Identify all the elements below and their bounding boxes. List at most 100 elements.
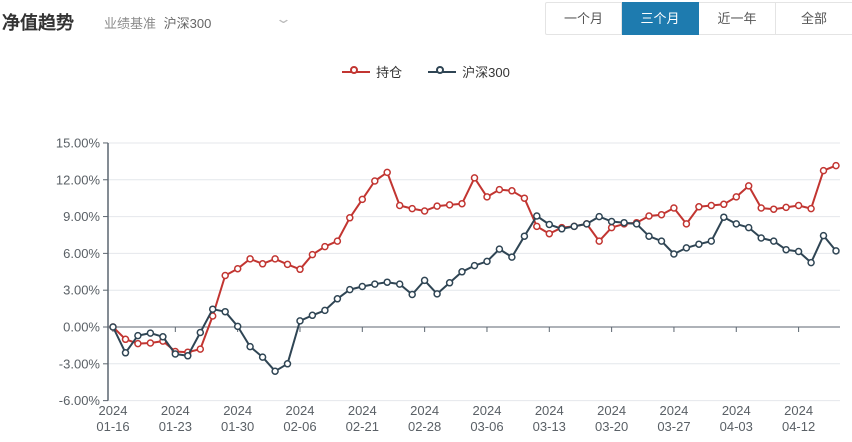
data-point-marker[interactable] [695,240,703,248]
data-point-marker[interactable] [346,214,354,222]
data-point-marker[interactable] [682,220,691,228]
data-point-marker[interactable] [371,177,379,185]
tab-one-year[interactable]: 近一年 [699,2,776,35]
data-point-marker[interactable] [383,168,391,177]
data-point-marker[interactable] [732,193,741,201]
data-point-marker[interactable] [807,258,815,267]
data-point-marker[interactable] [707,237,716,245]
data-point-marker[interactable] [558,225,566,233]
legend-item-benchmark[interactable]: 沪深300 [428,62,510,81]
data-point-marker[interactable] [744,182,753,190]
data-point-marker[interactable] [159,333,167,341]
data-point-marker[interactable] [308,311,317,320]
data-point-marker[interactable] [670,250,678,258]
data-point-marker[interactable] [346,285,354,294]
data-point-marker[interactable] [371,280,379,288]
tab-one-month[interactable]: 一个月 [545,2,622,35]
data-point-marker[interactable] [246,255,254,263]
data-point-marker[interactable] [233,264,242,273]
data-point-marker[interactable] [545,220,554,229]
data-point-marker[interactable] [570,222,578,231]
data-point-marker[interactable] [246,342,254,351]
data-point-marker[interactable] [794,201,803,210]
data-point-marker[interactable] [146,329,155,337]
data-point-marker[interactable] [458,268,466,276]
data-point-marker[interactable] [408,204,416,213]
data-point-marker[interactable] [720,200,728,209]
data-point-marker[interactable] [645,212,653,220]
data-point-marker[interactable] [470,174,479,182]
legend-item-holding[interactable]: 持仓 [342,62,402,81]
data-point-marker[interactable] [707,201,716,210]
data-point-marker[interactable] [533,222,541,231]
data-point-marker[interactable] [445,279,454,287]
data-point-marker[interactable] [121,335,130,344]
data-point-marker[interactable] [196,328,205,337]
data-point-marker[interactable] [807,204,815,213]
data-point-marker[interactable] [607,223,616,232]
data-point-marker[interactable] [632,220,641,228]
data-point-marker[interactable] [495,185,504,194]
data-point-marker[interactable] [744,223,753,232]
data-point-marker[interactable] [271,255,279,263]
data-point-marker[interactable] [595,237,603,245]
data-point-marker[interactable] [395,201,404,210]
data-point-marker[interactable] [109,323,117,331]
data-point-marker[interactable] [495,245,504,253]
data-point-marker[interactable] [433,202,441,210]
data-point-marker[interactable] [433,290,441,298]
data-point-marker[interactable] [508,253,516,261]
data-point-marker[interactable] [620,218,628,227]
data-point-marker[interactable] [333,237,342,245]
data-point-marker[interactable] [520,232,529,240]
data-point-marker[interactable] [720,213,728,221]
data-point-marker[interactable] [208,305,217,313]
data-point-marker[interactable] [782,203,790,212]
data-point-marker[interactable] [595,212,603,221]
data-point-marker[interactable] [296,265,304,274]
data-point-marker[interactable] [408,290,416,299]
data-point-marker[interactable] [483,257,491,266]
data-point-marker[interactable] [283,260,292,269]
data-point-marker[interactable] [645,232,653,240]
data-point-marker[interactable] [508,187,516,195]
data-point-marker[interactable] [657,210,666,219]
data-point-marker[interactable] [670,204,678,212]
data-point-marker[interactable] [271,367,279,375]
data-point-marker[interactable] [321,306,329,315]
data-point-marker[interactable] [545,229,554,238]
data-point-marker[interactable] [533,212,541,220]
data-point-marker[interactable] [782,245,790,254]
data-point-marker[interactable] [470,261,479,270]
chevron-down-icon[interactable]: ⌄ [274,11,293,26]
data-point-marker[interactable] [420,276,429,285]
data-point-marker[interactable] [258,260,267,268]
data-point-marker[interactable] [383,278,391,286]
tab-three-months[interactable]: 三个月 [622,2,699,35]
data-point-marker[interactable] [184,352,192,360]
data-point-marker[interactable] [283,360,292,368]
data-point-marker[interactable] [171,350,180,358]
data-point-marker[interactable] [695,203,703,211]
data-point-marker[interactable] [832,161,840,170]
data-point-marker[interactable] [146,339,155,347]
data-point-marker[interactable] [134,331,142,340]
data-point-marker[interactable] [121,349,130,357]
data-point-marker[interactable] [221,307,229,316]
data-point-marker[interactable] [819,166,828,175]
tab-all[interactable]: 全部 [776,2,852,35]
data-point-marker[interactable] [445,201,454,209]
data-point-marker[interactable] [258,353,267,361]
data-point-marker[interactable] [358,195,367,204]
data-point-marker[interactable] [794,247,803,256]
data-point-marker[interactable] [233,322,242,331]
data-point-marker[interactable] [196,345,205,353]
data-point-marker[interactable] [458,199,466,208]
data-point-marker[interactable] [483,193,491,201]
data-point-marker[interactable] [333,295,342,303]
data-point-marker[interactable] [769,205,778,213]
data-point-marker[interactable] [395,280,404,288]
data-point-marker[interactable] [757,234,765,242]
data-point-marker[interactable] [769,237,778,245]
data-point-marker[interactable] [732,220,741,228]
